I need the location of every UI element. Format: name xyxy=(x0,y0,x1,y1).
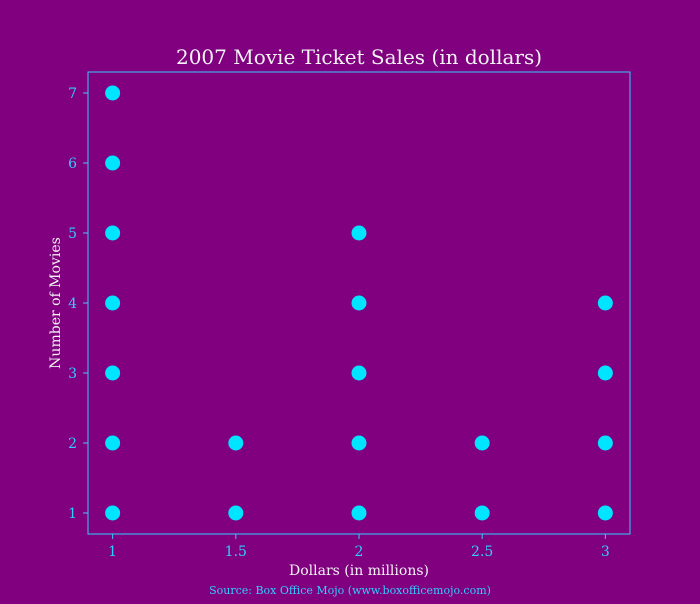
data-point xyxy=(351,225,367,241)
data-point xyxy=(105,155,121,171)
x-tick-label: 1 xyxy=(108,544,117,560)
data-points xyxy=(105,85,613,521)
data-point xyxy=(474,505,490,521)
y-axis-label: Number of Movies xyxy=(48,237,64,369)
y-tick-label: 7 xyxy=(68,86,77,102)
y-axis-ticks: 1 2 3 4 5 6 7 xyxy=(68,86,88,522)
x-tick-label: 1.5 xyxy=(225,544,247,560)
data-point xyxy=(105,85,121,101)
data-point xyxy=(105,295,121,311)
y-tick-label: 6 xyxy=(68,156,77,172)
x-tick-label: 3 xyxy=(601,544,610,560)
data-point xyxy=(597,295,613,311)
data-point xyxy=(228,435,244,451)
data-point xyxy=(351,505,367,521)
data-point xyxy=(105,225,121,241)
x-tick-label: 2 xyxy=(355,544,364,560)
x-tick-label: 2.5 xyxy=(471,544,493,560)
x-axis-label: Dollars (in millions) xyxy=(289,563,429,579)
data-point xyxy=(228,505,244,521)
x-axis-ticks: 1 1.5 2 2.5 3 xyxy=(108,534,610,560)
data-point xyxy=(474,435,490,451)
data-point xyxy=(105,505,121,521)
data-point xyxy=(351,365,367,381)
data-point xyxy=(351,295,367,311)
data-point xyxy=(597,365,613,381)
y-tick-label: 1 xyxy=(68,506,77,522)
data-point xyxy=(105,435,121,451)
y-tick-label: 5 xyxy=(68,226,77,242)
data-point xyxy=(105,365,121,381)
y-tick-label: 3 xyxy=(68,366,77,382)
data-point xyxy=(597,435,613,451)
data-point xyxy=(351,435,367,451)
y-tick-label: 4 xyxy=(68,296,77,312)
chart-title: 2007 Movie Ticket Sales (in dollars) xyxy=(176,45,542,69)
data-point xyxy=(597,505,613,521)
source-note: Source: Box Office Mojo (www.boxofficemo… xyxy=(209,584,491,597)
y-tick-label: 2 xyxy=(68,436,77,452)
